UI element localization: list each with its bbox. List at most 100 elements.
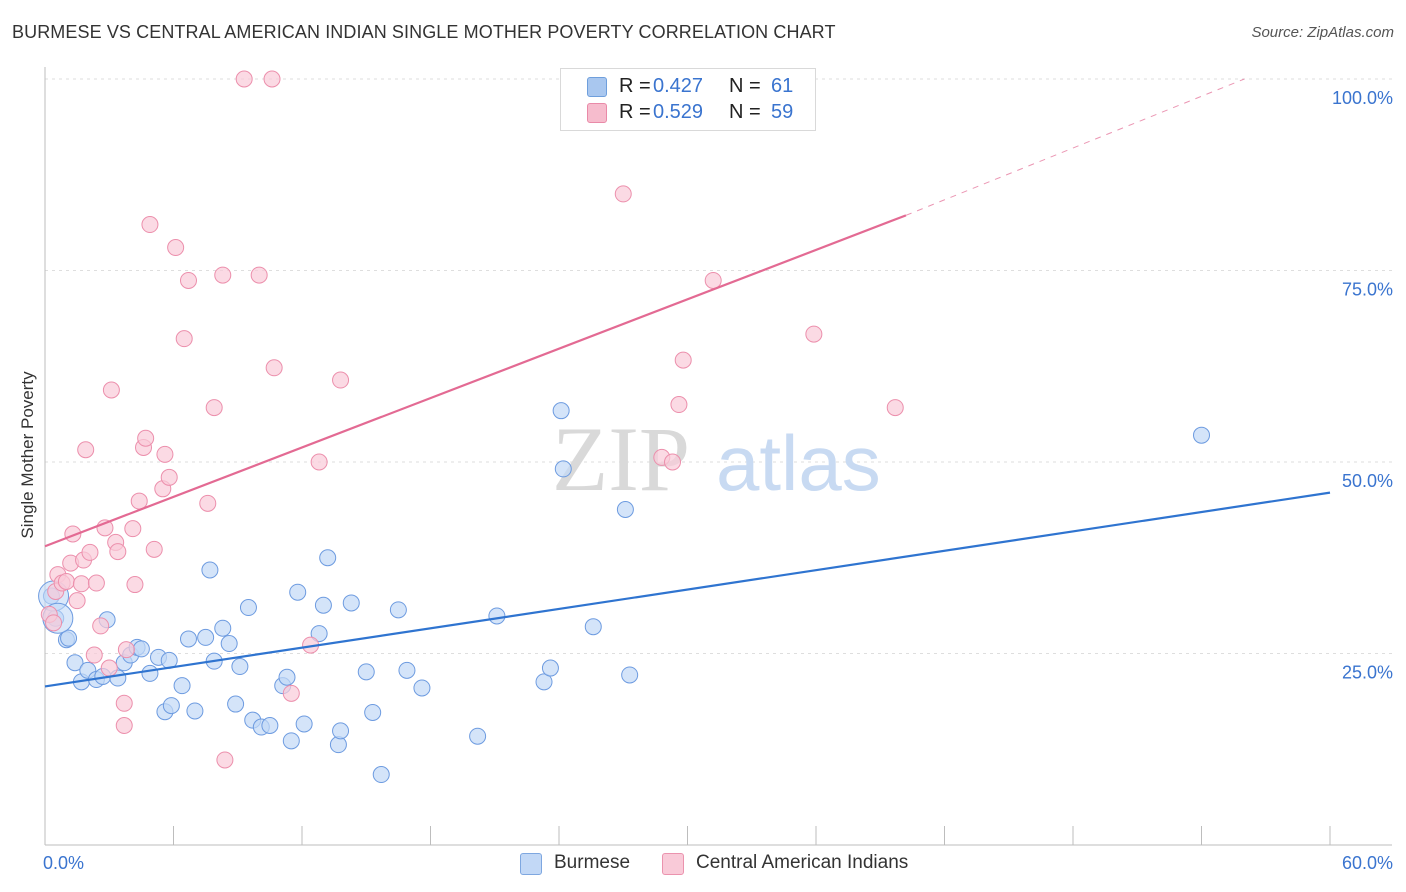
point-burmese	[554, 460, 572, 478]
legend-swatch-burmese	[587, 77, 607, 97]
legend-r-label: R =	[619, 101, 651, 123]
legend-n-label: N =	[729, 101, 761, 123]
point-central-american-indians	[614, 185, 632, 203]
point-burmese	[66, 654, 84, 672]
point-central-american-indians	[141, 216, 159, 234]
point-central-american-indians	[265, 359, 283, 377]
point-central-american-indians	[175, 330, 193, 348]
point-central-american-indians	[92, 617, 110, 635]
point-central-american-indians	[216, 751, 234, 769]
point-burmese	[227, 695, 245, 713]
point-burmese	[342, 594, 360, 612]
data-points	[38, 70, 1210, 784]
point-burmese	[584, 618, 602, 636]
point-central-american-indians	[282, 684, 300, 702]
y-tick-label: 100.0%	[1332, 88, 1393, 108]
point-central-american-indians	[674, 351, 692, 369]
x-tick-label-max: 60.0%	[1342, 853, 1393, 873]
point-central-american-indians	[167, 239, 185, 257]
point-burmese	[541, 659, 559, 677]
grid-lines	[45, 78, 1392, 654]
trend-line-burmese	[44, 491, 1331, 688]
point-burmese	[552, 402, 570, 420]
point-burmese	[332, 722, 350, 740]
point-burmese	[372, 766, 390, 784]
point-central-american-indians	[205, 399, 223, 417]
y-axis-label: Single Mother Poverty	[18, 371, 37, 539]
point-central-american-indians	[704, 271, 722, 289]
legend-swatch-central-american-indians	[662, 853, 684, 875]
x-tick-label-min: 0.0%	[43, 853, 84, 873]
trend-extension-central-american-indians	[905, 78, 1245, 216]
point-burmese	[621, 666, 639, 684]
point-burmese	[278, 668, 296, 686]
watermark: ZIP atlas	[552, 408, 881, 510]
point-central-american-indians	[87, 574, 105, 592]
point-burmese	[282, 732, 300, 750]
point-central-american-indians	[664, 453, 682, 471]
point-burmese	[201, 561, 219, 579]
point-central-american-indians	[263, 70, 281, 88]
point-burmese	[319, 549, 337, 567]
point-burmese	[179, 630, 197, 648]
point-burmese	[289, 583, 307, 601]
legend-swatch-central-american-indians	[587, 103, 607, 123]
watermark-atlas: atlas	[716, 419, 881, 507]
point-central-american-indians	[81, 543, 99, 561]
point-burmese	[413, 679, 431, 697]
point-central-american-indians	[805, 325, 823, 343]
point-central-american-indians	[310, 453, 328, 471]
point-central-american-indians	[179, 271, 197, 289]
point-central-american-indians	[100, 659, 118, 677]
legend-swatch-burmese	[520, 853, 542, 875]
axis-ticks: 25.0% 50.0% 75.0% 100.0% 0.0% 60.0%	[43, 88, 1393, 873]
point-central-american-indians	[199, 494, 217, 512]
legend-r-value: 0.529	[653, 101, 704, 123]
point-burmese	[197, 628, 215, 646]
point-central-american-indians	[85, 646, 103, 664]
point-central-american-indians	[45, 614, 63, 632]
point-central-american-indians	[72, 575, 90, 593]
point-central-american-indians	[115, 717, 133, 735]
point-burmese	[60, 629, 78, 647]
point-central-american-indians	[160, 468, 178, 486]
legend-n-value: 59	[771, 101, 794, 123]
point-central-american-indians	[235, 70, 253, 88]
point-burmese	[231, 658, 249, 676]
point-burmese	[314, 596, 332, 614]
point-burmese	[141, 664, 159, 682]
point-central-american-indians	[250, 266, 268, 284]
point-central-american-indians	[130, 492, 148, 510]
axes	[44, 67, 1392, 846]
point-burmese	[239, 599, 257, 617]
legend-n-value: 61	[771, 75, 794, 97]
point-burmese	[310, 625, 328, 643]
point-central-american-indians	[124, 520, 142, 538]
point-burmese	[186, 702, 204, 720]
point-burmese	[295, 715, 313, 733]
point-burmese	[132, 640, 150, 658]
source-label: Source: ZipAtlas.com	[1251, 24, 1394, 41]
point-central-american-indians	[117, 641, 135, 659]
chart-title: BURMESE VS CENTRAL AMERICAN INDIAN SINGL…	[12, 22, 836, 42]
point-burmese	[173, 677, 191, 695]
point-burmese	[162, 697, 180, 715]
trend-lines	[44, 78, 1331, 688]
y-tick-label: 75.0%	[1342, 280, 1393, 300]
point-burmese	[357, 663, 375, 681]
point-burmese	[1193, 426, 1210, 444]
point-central-american-indians	[68, 592, 86, 610]
point-central-american-indians	[126, 576, 144, 594]
y-tick-label: 25.0%	[1342, 663, 1393, 683]
point-central-american-indians	[102, 381, 120, 399]
point-central-american-indians	[137, 429, 155, 447]
point-burmese	[616, 500, 634, 518]
legend-r-value: 0.427	[653, 75, 704, 97]
legend-label-central-american-indians: Central American Indians	[696, 852, 909, 873]
point-burmese	[214, 619, 232, 637]
trend-line-central-american-indians	[44, 214, 907, 548]
point-burmese	[469, 727, 487, 745]
point-central-american-indians	[670, 396, 688, 414]
point-central-american-indians	[214, 266, 232, 284]
